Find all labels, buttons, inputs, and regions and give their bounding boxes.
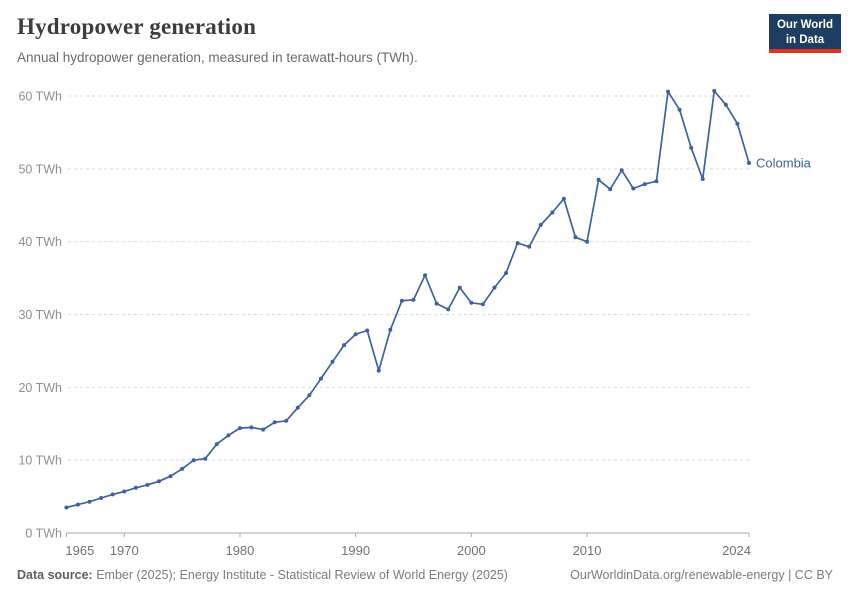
data-point[interactable] [203, 456, 208, 461]
data-point[interactable] [677, 107, 682, 112]
data-point[interactable] [631, 186, 636, 191]
y-axis-label: 30 TWh [18, 308, 62, 322]
data-point[interactable] [538, 222, 543, 227]
data-point[interactable] [75, 502, 80, 507]
x-axis-label: 1965 [65, 543, 94, 558]
data-point[interactable] [480, 302, 485, 307]
data-point[interactable] [133, 485, 138, 490]
data-point[interactable] [191, 458, 196, 463]
data-point[interactable] [550, 210, 555, 215]
data-point[interactable] [365, 328, 370, 333]
data-point[interactable] [376, 368, 381, 373]
data-point[interactable] [735, 121, 740, 126]
data-point[interactable] [249, 425, 254, 430]
series-label[interactable]: Colombia [756, 156, 812, 171]
data-point[interactable] [585, 239, 590, 244]
data-point[interactable] [689, 145, 694, 150]
license-note[interactable]: OurWorldinData.org/renewable-energy | CC… [570, 568, 833, 582]
y-axis-label: 0 TWh [25, 527, 62, 541]
data-point[interactable] [457, 285, 462, 290]
data-point[interactable] [180, 466, 185, 471]
data-point[interactable] [700, 177, 705, 181]
data-point[interactable] [330, 359, 335, 364]
data-point[interactable] [723, 102, 728, 107]
data-point[interactable] [423, 273, 428, 278]
x-axis-label: 1990 [341, 543, 370, 558]
y-axis-label: 10 TWh [18, 454, 62, 468]
data-point[interactable] [237, 426, 242, 431]
colombia-line[interactable] [65, 90, 750, 509]
data-point[interactable] [492, 285, 497, 290]
chart-footer: Data source: Ember (2025); Energy Instit… [17, 568, 833, 582]
x-axis-label: 1970 [110, 543, 139, 558]
y-axis-label: 40 TWh [18, 235, 62, 249]
data-point[interactable] [99, 496, 104, 500]
data-point[interactable] [446, 307, 451, 312]
data-point[interactable] [504, 271, 509, 275]
data-point[interactable] [619, 168, 624, 173]
y-axis-label: 50 TWh [18, 162, 62, 176]
data-point[interactable] [307, 393, 312, 398]
page-title: Hydropower generation [17, 14, 257, 39]
data-point[interactable] [561, 196, 566, 201]
data-source-label: Data source: [17, 568, 93, 582]
data-point[interactable] [64, 505, 69, 510]
data-point[interactable] [261, 427, 266, 432]
data-point[interactable] [608, 187, 613, 192]
data-point[interactable] [515, 241, 520, 246]
chart-subtitle: Annual hydropower generation, measured i… [17, 50, 418, 65]
data-point[interactable] [214, 442, 219, 447]
data-point[interactable] [596, 177, 601, 182]
data-point[interactable] [388, 327, 393, 332]
data-point[interactable] [469, 300, 474, 305]
data-point[interactable] [284, 418, 289, 423]
data-point[interactable] [712, 88, 717, 93]
data-point[interactable] [272, 420, 277, 425]
data-point[interactable] [399, 298, 404, 303]
x-axis-label: 2024 [722, 543, 751, 558]
data-point[interactable] [110, 492, 115, 497]
data-point[interactable] [573, 235, 578, 240]
x-axis-label: 2010 [573, 543, 602, 558]
data-source-note: Data source: Ember (2025); Energy Instit… [17, 568, 508, 582]
data-point[interactable] [666, 89, 671, 94]
data-point[interactable] [168, 474, 173, 479]
owid-logo[interactable]: Our World in Data [769, 14, 841, 53]
data-point[interactable] [122, 489, 127, 494]
data-point[interactable] [226, 433, 231, 438]
data-point[interactable] [156, 479, 161, 484]
data-point[interactable] [642, 182, 647, 187]
data-point[interactable] [353, 332, 358, 337]
y-axis-label: 60 TWh [18, 90, 62, 104]
data-point[interactable] [342, 343, 347, 348]
data-point[interactable] [295, 405, 300, 410]
data-point[interactable] [527, 244, 532, 249]
data-point[interactable] [411, 297, 416, 302]
owid-logo-line2: in Data [785, 33, 825, 46]
data-point[interactable] [145, 482, 150, 487]
data-point[interactable] [434, 301, 439, 306]
x-axis-label: 1980 [225, 543, 254, 558]
y-axis-label: 20 TWh [18, 381, 62, 395]
data-point[interactable] [747, 161, 751, 165]
data-point[interactable] [318, 376, 323, 381]
data-point[interactable] [87, 499, 92, 504]
data-source-text: Ember (2025); Energy Institute - Statist… [92, 568, 508, 582]
owid-logo-line1: Our World [776, 19, 833, 31]
data-point[interactable] [654, 179, 659, 184]
x-axis-label: 2000 [457, 543, 486, 558]
